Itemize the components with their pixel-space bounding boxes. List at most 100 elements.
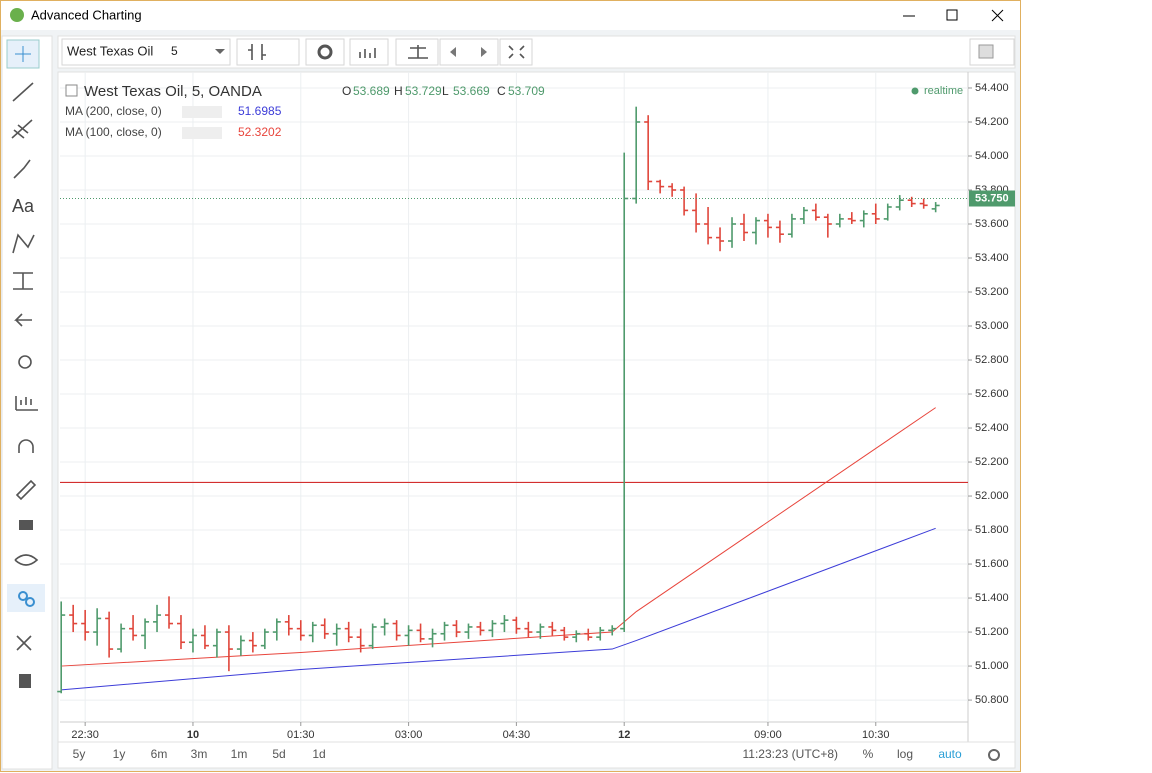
- legend-value: 52.3202: [238, 125, 282, 139]
- symbol-box[interactable]: [61, 38, 231, 66]
- y-tick-label: 53.000: [975, 320, 1009, 332]
- close-button[interactable]: [991, 9, 1004, 22]
- range-button[interactable]: 1d: [312, 747, 325, 761]
- x-tick-label: 09:00: [754, 729, 782, 741]
- legend-entry: MA (200, close, 0): [65, 104, 162, 118]
- settings-icon[interactable]: [988, 749, 1000, 761]
- clock: 11:23:23 (UTC+8): [743, 747, 839, 761]
- y-tick-label: 51.200: [975, 626, 1009, 638]
- pattern-tool[interactable]: [12, 233, 35, 254]
- chart-style-button[interactable]: [236, 38, 300, 66]
- measure-tool[interactable]: [13, 272, 33, 290]
- x-tick-label: 10:30: [862, 729, 890, 741]
- scale-option[interactable]: log: [897, 747, 913, 761]
- status-dot: [911, 87, 919, 95]
- last-price-label: 53.750: [975, 192, 1009, 204]
- ohlc-value: 53.729: [405, 84, 442, 98]
- chart-pane: [57, 71, 1016, 743]
- y-tick-label: 51.800: [975, 524, 1009, 536]
- fib-tool[interactable]: [11, 119, 33, 139]
- y-tick-label: 51.600: [975, 558, 1009, 570]
- status: realtime: [924, 85, 963, 97]
- y-tick-label: 52.200: [975, 456, 1009, 468]
- y-tick-label: 54.200: [975, 116, 1009, 128]
- range-button[interactable]: 6m: [151, 747, 168, 761]
- fullscreen-icon: [508, 45, 525, 59]
- last-price-box: [969, 190, 1015, 207]
- legend-button[interactable]: [182, 106, 222, 118]
- x-tick-label: 10: [187, 729, 199, 741]
- interval: 5: [171, 44, 178, 58]
- back-tool[interactable]: [14, 313, 32, 327]
- text-tool[interactable]: Aa: [12, 196, 35, 216]
- ohlc-label: O: [342, 84, 351, 98]
- y-tick-label: 52.800: [975, 354, 1009, 366]
- x-tick-label: 04:30: [503, 729, 531, 741]
- hide-tool[interactable]: [14, 554, 39, 566]
- crosshair-icon: [15, 46, 31, 62]
- y-tick-label: 50.800: [975, 694, 1009, 706]
- ohlc-label: C: [497, 84, 506, 98]
- link-icon: [18, 591, 28, 601]
- y-tick-label: 52.000: [975, 490, 1009, 502]
- plot: 50.800 51.000 51.200 51.400 51.600 51.800 52.0…: [57, 72, 1015, 741]
- range-button[interactable]: 1m: [231, 747, 248, 761]
- stay-drawing-tool[interactable]: [15, 479, 37, 501]
- y-tick-label: 52.400: [975, 422, 1009, 434]
- scale-option[interactable]: %: [863, 747, 874, 761]
- fullscreen-button[interactable]: [499, 38, 533, 66]
- brush-tool[interactable]: [13, 159, 31, 179]
- line-tool[interactable]: [12, 82, 34, 102]
- ohlc-value: 53.709: [508, 84, 545, 98]
- gear-icon: [317, 44, 333, 60]
- ohlc-value: 53.669: [453, 84, 490, 98]
- window-title: Advanced Charting: [31, 7, 142, 22]
- symbol: West Texas Oil: [67, 43, 153, 58]
- bars-icon: [248, 44, 266, 60]
- settings-button[interactable]: [305, 38, 345, 66]
- indicators-icon: [359, 48, 376, 58]
- indicators-button[interactable]: [349, 38, 389, 66]
- maximize-button[interactable]: [946, 9, 958, 21]
- range-button[interactable]: 5y: [73, 747, 86, 761]
- bottom-bar: [57, 741, 1016, 769]
- y-tick-label: 53.600: [975, 218, 1009, 230]
- x-tick-label: 22:30: [71, 729, 99, 741]
- lock-tool[interactable]: [19, 520, 33, 530]
- y-tick-label: 53.200: [975, 286, 1009, 298]
- range-button[interactable]: 3m: [191, 747, 208, 761]
- compare-button[interactable]: [395, 38, 439, 66]
- zoom-out-tool[interactable]: [15, 396, 38, 411]
- ohlc-label: H: [394, 84, 403, 98]
- remove-tool[interactable]: [16, 635, 32, 651]
- y-tick-label: 51.000: [975, 660, 1009, 672]
- x-tick-label: 12: [618, 729, 630, 741]
- x-tick-label: 01:30: [287, 729, 315, 741]
- y-tick-label: 54.000: [975, 150, 1009, 162]
- legend-button[interactable]: [182, 127, 222, 139]
- x-tick-label: 03:00: [395, 729, 423, 741]
- trash-tool[interactable]: [19, 674, 31, 688]
- range-button[interactable]: 5d: [272, 747, 285, 761]
- range-button[interactable]: 1y: [113, 747, 126, 761]
- y-tick-label: 54.400: [975, 82, 1009, 94]
- scale-icon: [408, 45, 428, 59]
- moving-average-line: [61, 527, 936, 691]
- link-icon: [25, 597, 35, 607]
- y-tick-label: 51.400: [975, 592, 1009, 604]
- undo-redo[interactable]: [439, 38, 499, 66]
- layout-icon: [978, 44, 994, 59]
- sidebar: [1, 35, 53, 770]
- y-tick-label: 52.600: [975, 388, 1009, 400]
- zoom-tool[interactable]: [18, 355, 32, 369]
- ohlc-value: 53.689: [353, 84, 390, 98]
- magnet-tool[interactable]: [18, 439, 34, 453]
- legend-collapse[interactable]: [65, 84, 78, 97]
- chart-title: West Texas Oil, 5, OANDA: [84, 83, 262, 100]
- legend-value: 51.6985: [238, 104, 282, 118]
- scale-option[interactable]: auto: [938, 747, 962, 761]
- dropdown[interactable]: [215, 49, 225, 54]
- ohlc-label: L: [442, 84, 449, 98]
- legend-entry: MA (100, close, 0): [65, 125, 162, 139]
